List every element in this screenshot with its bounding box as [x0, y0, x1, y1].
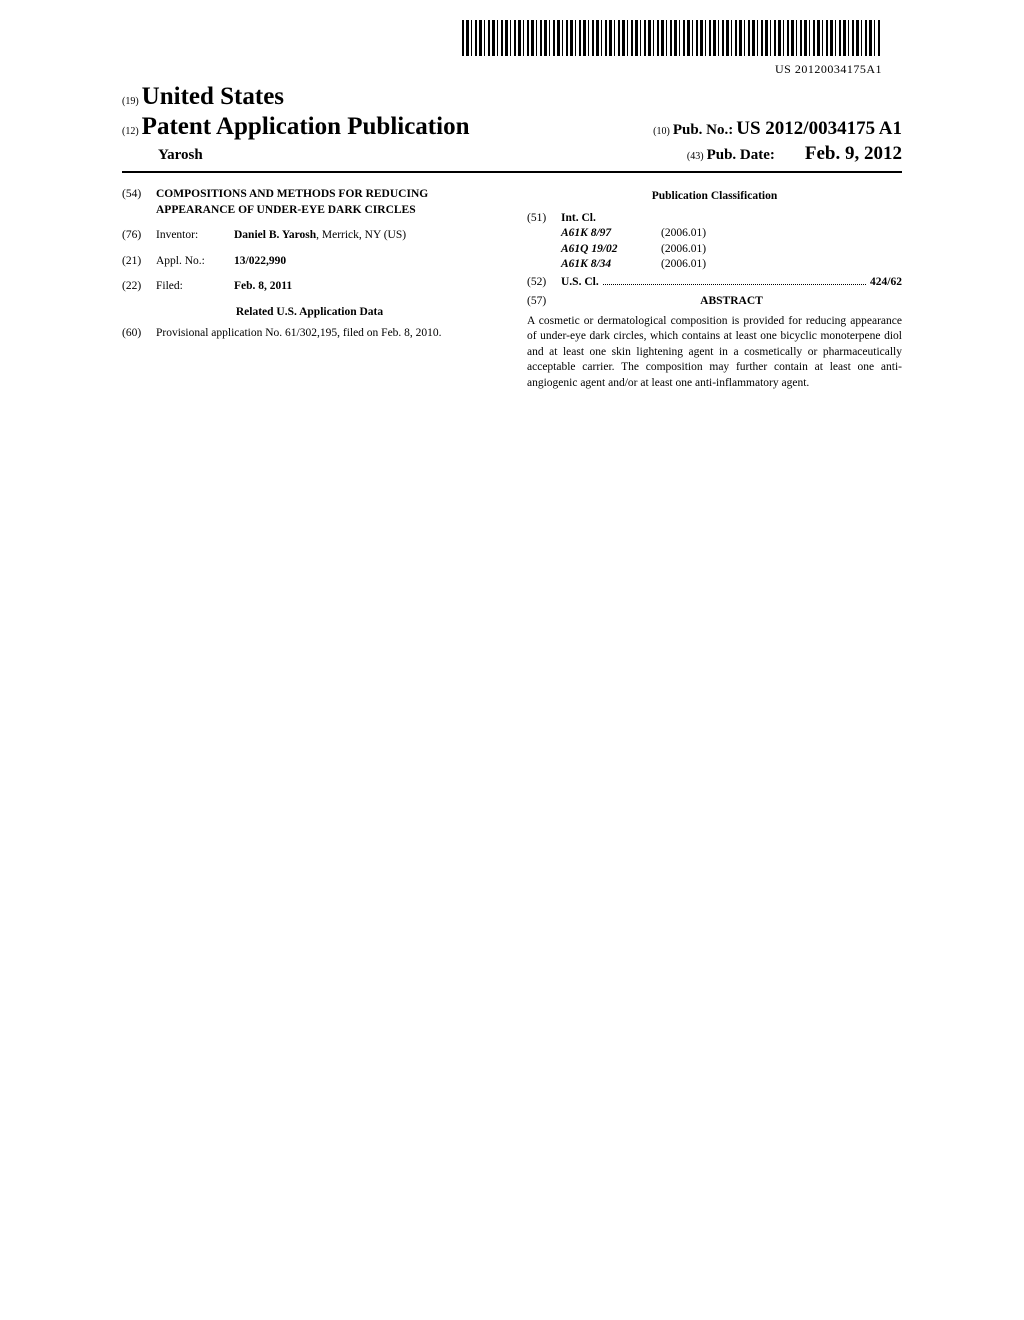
uscl-value: 424/62: [870, 275, 902, 291]
field-54-num: (54): [122, 187, 156, 218]
code-12: (12): [122, 126, 139, 137]
document-header: (19) United States (12) Patent Applicati…: [102, 83, 922, 173]
barcode-text: US 20120034175A1: [102, 62, 882, 77]
field-21: (21) Appl. No.: 13/022,990: [122, 254, 497, 270]
field-21-num: (21): [122, 254, 156, 270]
inventor-value: Daniel B. Yarosh, Merrick, NY (US): [234, 228, 497, 244]
field-51: (51) Int. Cl. A61K 8/97 (2006.01) A61Q 1…: [527, 211, 902, 273]
provisional-text: Provisional application No. 61/302,195, …: [156, 326, 497, 342]
pubdate-label: Pub. Date:: [707, 147, 775, 163]
intcl-label: Int. Cl.: [561, 211, 902, 227]
pubno-value: US 2012/0034175 A1: [736, 118, 902, 139]
country-name: United States: [142, 83, 284, 110]
pub-title-group: (12) Patent Application Publication: [122, 113, 469, 141]
filed-date-value: Feb. 8, 2011: [234, 279, 497, 295]
intcl-row-2: A61K 8/34 (2006.01): [561, 257, 902, 273]
pubdate-group: (43) Pub. Date: Feb. 9, 2012: [687, 143, 902, 165]
intcl-row-1: A61Q 19/02 (2006.01): [561, 242, 902, 258]
intcl-block: Int. Cl. A61K 8/97 (2006.01) A61Q 19/02 …: [561, 211, 902, 273]
intcl-code-2: A61K 8/34: [561, 257, 661, 273]
left-column: (54) COMPOSITIONS AND METHODS FOR REDUCI…: [122, 187, 497, 391]
field-22: (22) Filed: Feb. 8, 2011: [122, 279, 497, 295]
abstract-text: A cosmetic or dermatological composition…: [527, 314, 902, 392]
intcl-code-0: A61K 8/97: [561, 226, 661, 242]
inventor-name: Daniel B. Yarosh: [234, 229, 316, 241]
code-43: (43): [687, 151, 704, 162]
header-line-3: Yarosh (43) Pub. Date: Feb. 9, 2012: [122, 143, 902, 173]
intcl-row-0: A61K 8/97 (2006.01): [561, 226, 902, 242]
uscl-label: U.S. Cl.: [561, 275, 599, 291]
field-76-label: Inventor:: [156, 228, 234, 244]
intcl-ver-1: (2006.01): [661, 242, 706, 258]
code-19: (19): [122, 96, 139, 107]
field-57: (57) ABSTRACT: [527, 294, 902, 310]
field-51-num: (51): [527, 211, 561, 273]
related-data-title: Related U.S. Application Data: [122, 305, 497, 321]
patent-cover-page: US 20120034175A1 (19) United States (12)…: [102, 0, 922, 425]
barcode-block: US 20120034175A1: [102, 20, 882, 77]
field-52: (52) U.S. Cl. 424/62: [527, 275, 902, 291]
intcl-code-1: A61Q 19/02: [561, 242, 661, 258]
pubno-label: Pub. No.:: [673, 122, 733, 138]
content-columns: (54) COMPOSITIONS AND METHODS FOR REDUCI…: [102, 173, 922, 405]
right-column: Publication Classification (51) Int. Cl.…: [527, 187, 902, 391]
pubno-group: (10) Pub. No.: US 2012/0034175 A1: [653, 118, 902, 140]
pubdate-value: Feb. 9, 2012: [805, 143, 902, 164]
field-21-label: Appl. No.:: [156, 254, 234, 270]
code-10: (10): [653, 126, 670, 137]
field-52-num: (52): [527, 275, 561, 291]
publication-title: Patent Application Publication: [142, 113, 470, 140]
appl-no-value: 13/022,990: [234, 254, 497, 270]
field-22-label: Filed:: [156, 279, 234, 295]
invention-title: COMPOSITIONS AND METHODS FOR REDUCING AP…: [156, 187, 497, 218]
pub-classification-title: Publication Classification: [527, 189, 902, 205]
inventor-location: , Merrick, NY (US): [316, 229, 406, 241]
field-57-num: (57): [527, 294, 561, 310]
field-54: (54) COMPOSITIONS AND METHODS FOR REDUCI…: [122, 187, 497, 218]
barcode-icon: [462, 20, 882, 56]
abstract-label: ABSTRACT: [561, 294, 902, 310]
intcl-ver-2: (2006.01): [661, 257, 706, 273]
field-60: (60) Provisional application No. 61/302,…: [122, 326, 497, 342]
field-22-num: (22): [122, 279, 156, 295]
header-line-2: (12) Patent Application Publication (10)…: [122, 113, 902, 141]
field-60-num: (60): [122, 326, 156, 342]
field-76: (76) Inventor: Daniel B. Yarosh, Merrick…: [122, 228, 497, 244]
header-line-1: (19) United States: [122, 83, 902, 111]
field-76-num: (76): [122, 228, 156, 244]
intcl-ver-0: (2006.01): [661, 226, 706, 242]
dotted-leader-icon: [603, 283, 866, 285]
author-name: Yarosh: [158, 147, 203, 164]
